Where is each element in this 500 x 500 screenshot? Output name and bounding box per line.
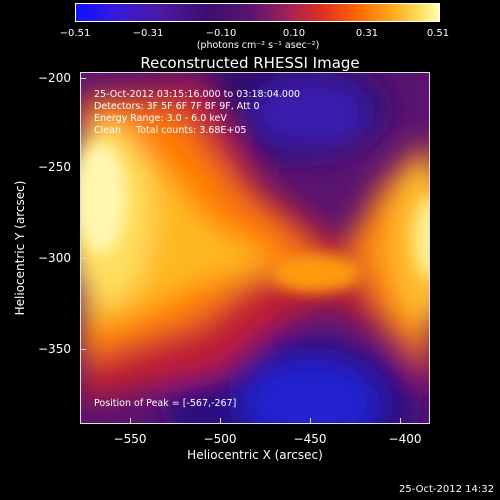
method-counts-annotation: Clean Total counts: 3.68E+05 xyxy=(94,125,247,136)
colorbar-tick-label: −0.31 xyxy=(132,28,164,39)
detectors-annotation: Detectors: 3F 5F 6F 7F 8F 9F, Att 0 xyxy=(94,101,260,112)
image-title: Reconstructed RHESSI Image xyxy=(140,54,360,72)
y-tick-mark xyxy=(80,167,86,168)
x-axis-label: Heliocentric X (arcsec) xyxy=(187,448,323,462)
x-tick-mark xyxy=(400,418,401,424)
y-tick-label: −350 xyxy=(38,342,71,356)
rhessi-image-raster xyxy=(81,73,429,423)
colorbar-tick-label: −0.51 xyxy=(59,28,91,39)
colorbar-tick-label: 0.10 xyxy=(282,28,306,39)
x-tick-mark xyxy=(130,418,131,424)
y-tick-label: −300 xyxy=(38,251,71,265)
y-tick-label: −250 xyxy=(38,160,71,174)
x-tick-mark xyxy=(220,418,221,424)
y-tick-label: −200 xyxy=(38,71,71,85)
peak-position-annotation: Position of Peak = [-567,-267] xyxy=(94,398,237,409)
y-tick-mark xyxy=(80,78,86,79)
y-tick-mark xyxy=(80,258,86,259)
x-tick-label: −400 xyxy=(388,432,422,446)
x-tick-label: −450 xyxy=(293,432,327,446)
colorbar-unit-label: (photons cm⁻² s⁻¹ asec⁻²) xyxy=(196,40,320,51)
colorbar-tick-label: 0.51 xyxy=(426,28,450,39)
rhessi-image: 25-Oct-2012 03:15:16.000 to 03:18:04.000… xyxy=(80,72,430,424)
x-tick-label: −500 xyxy=(203,432,237,446)
colorbar xyxy=(75,3,440,22)
plot-timestamp: 25-Oct-2012 14:32 xyxy=(399,484,494,495)
x-tick-mark xyxy=(310,418,311,424)
y-axis-label: Heliocentric Y (arcsec) xyxy=(13,180,27,316)
colorbar-tick-label: −0.10 xyxy=(205,28,237,39)
x-tick-label: −550 xyxy=(113,432,147,446)
y-tick-mark xyxy=(80,349,86,350)
colorbar-tick-label: 0.31 xyxy=(355,28,379,39)
time-range-annotation: 25-Oct-2012 03:15:16.000 to 03:18:04.000 xyxy=(94,89,301,100)
energy-range-annotation: Energy Range: 3.0 - 6.0 keV xyxy=(94,113,227,124)
